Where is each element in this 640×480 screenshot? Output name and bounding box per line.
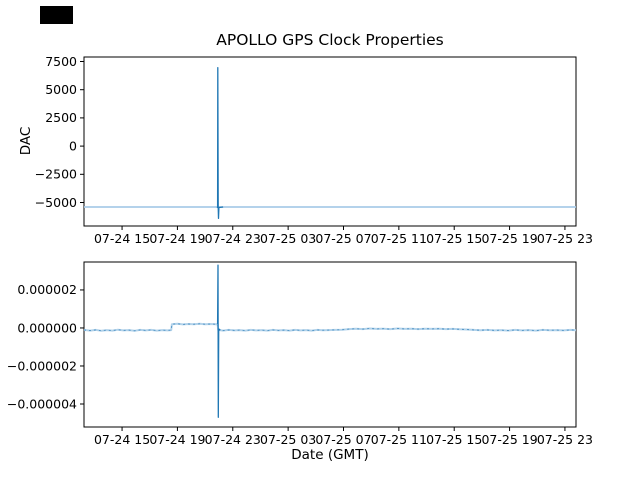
y-tick-label: −2500 [35, 167, 77, 182]
x-tick-label: 07-25 19 [481, 231, 537, 246]
x-tick-label: 07-24 15 [94, 231, 150, 246]
y-tick-label: 2500 [45, 110, 77, 125]
x-tick-label: 07-24 15 [94, 432, 150, 447]
y-tick-label: 7500 [45, 54, 77, 69]
x-tick-label: 07-25 11 [371, 231, 427, 246]
y-tick-label: 5000 [45, 82, 77, 97]
figure-title: APOLLO GPS Clock Properties [216, 31, 444, 49]
x-axis-label-date: Date (GMT) [291, 447, 369, 463]
axes-frame [83, 261, 577, 428]
x-tick-label: 07-25 07 [315, 231, 371, 246]
y-tick-label: −0.000004 [7, 396, 77, 411]
axes-frame [83, 56, 577, 227]
y-tick-label: −0.000002 [7, 358, 77, 373]
y-tick-label: 0.000002 [17, 282, 77, 297]
freq-noise-dark-overlay [83, 323, 577, 332]
x-tick-label: 07-24 23 [205, 231, 261, 246]
x-tick-label: 07-24 19 [149, 231, 205, 246]
x-tick-label: 07-25 15 [426, 432, 482, 447]
black-rectangle-artifact [40, 6, 73, 24]
x-tick-label: 07-25 11 [371, 432, 427, 447]
x-tick-label: 07-24 19 [149, 432, 205, 447]
y-tick-label: 0.000000 [17, 320, 77, 335]
y-tick-label: −5000 [35, 195, 77, 210]
x-tick-label: 07-25 19 [481, 432, 537, 447]
x-tick-label: 07-25 15 [426, 231, 482, 246]
y-tick-label: 0 [69, 138, 77, 153]
x-tick-label: 07-25 23 [537, 432, 593, 447]
x-tick-label: 07-25 23 [537, 231, 593, 246]
x-tick-label: 07-25 07 [315, 432, 371, 447]
x-tick-label: 07-24 23 [205, 432, 261, 447]
dac-spike [216, 67, 224, 219]
x-tick-label: 07-25 03 [260, 231, 316, 246]
freq-spike [216, 264, 221, 418]
x-tick-label: 07-25 03 [260, 432, 316, 447]
